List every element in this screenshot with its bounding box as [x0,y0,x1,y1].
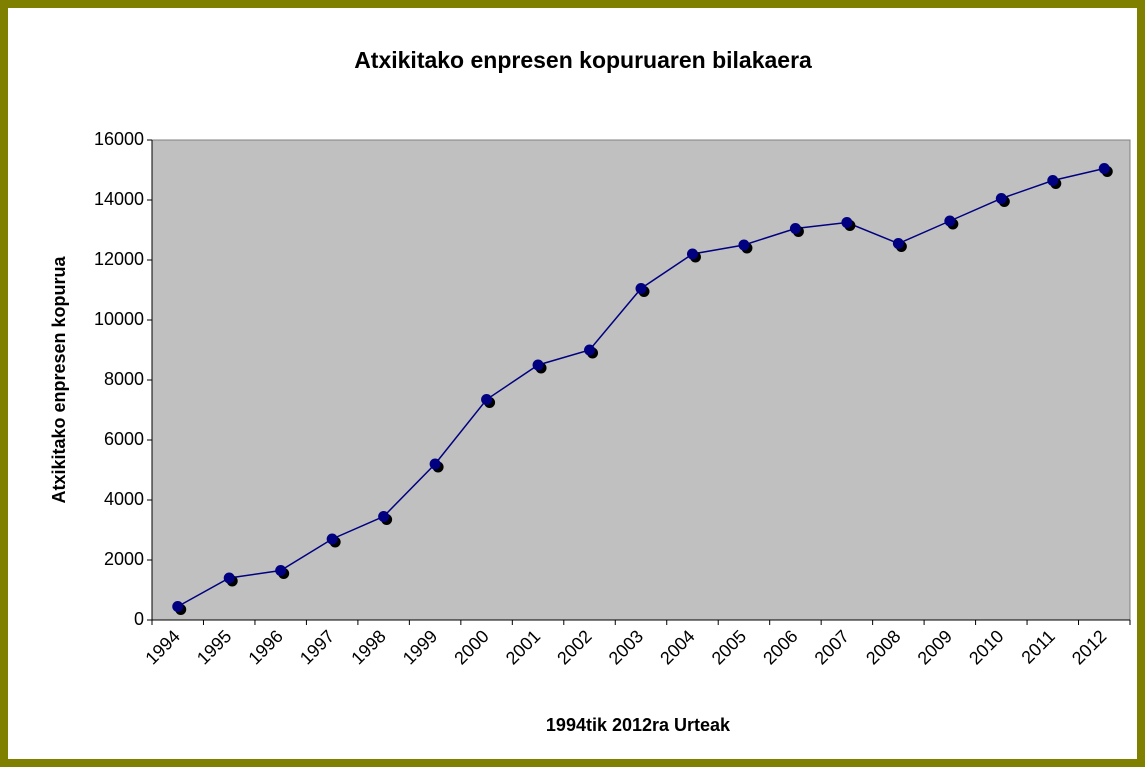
marker [686,248,698,260]
y-axis-title: Atxikitako enpresen kopurua [49,255,69,503]
marker [481,394,493,405]
y-tick-label: 14000 [94,189,144,209]
y-tick-label: 4000 [104,489,144,509]
marker [532,359,544,371]
marker [892,238,904,249]
marker [223,572,235,584]
y-tick-label: 0 [134,609,144,629]
marker [635,283,647,294]
marker [1098,163,1110,174]
chart-title: Atxikitako enpresen kopuruaren bilakaera [354,47,812,73]
marker [378,511,390,522]
marker [172,601,184,612]
x-axis-title: 1994tik 2012ra Urteak [546,715,731,735]
marker [275,565,287,576]
plot-area [151,139,1131,621]
marker [789,223,801,234]
y-tick-label: 8000 [104,369,144,389]
y-tick-label: 2000 [104,549,144,569]
marker [1047,175,1059,186]
marker [429,458,441,470]
marker [738,239,750,251]
marker [995,193,1007,204]
marker [944,215,956,227]
marker [841,217,853,228]
y-tick-label: 6000 [104,429,144,449]
y-tick-label: 10000 [94,309,144,329]
y-tick-label: 16000 [94,129,144,149]
marker [584,344,596,356]
marker [326,533,338,545]
y-tick-label: 12000 [94,249,144,269]
